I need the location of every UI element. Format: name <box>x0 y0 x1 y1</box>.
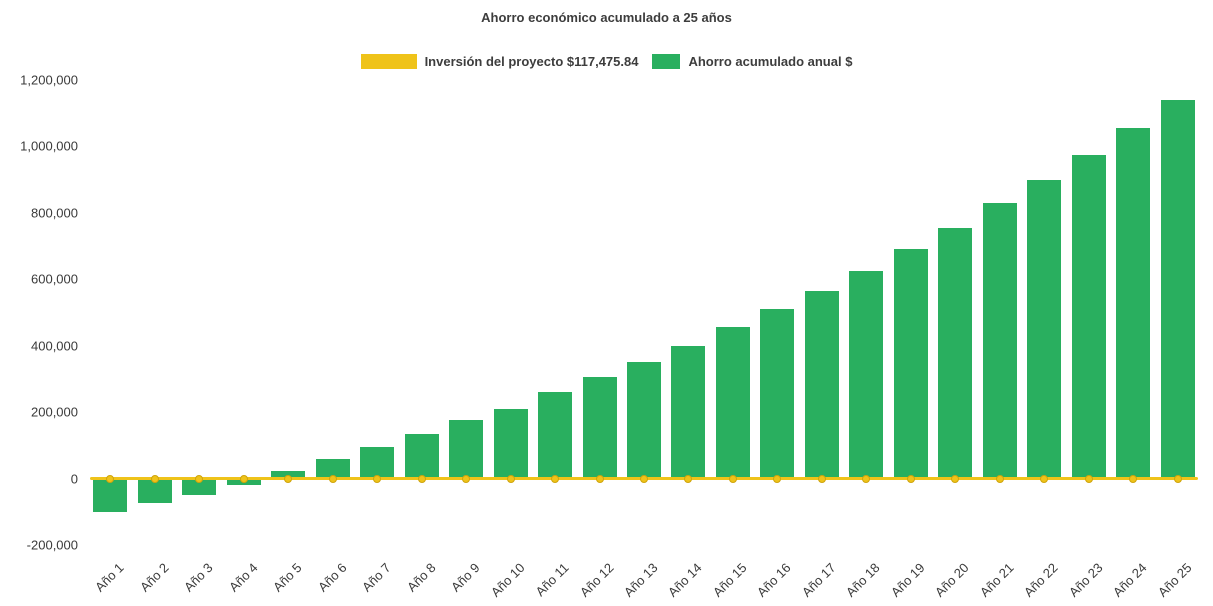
bar-año-13 <box>627 362 661 479</box>
bar-año-9 <box>449 420 484 479</box>
legend-label-investment: Inversión del proyecto $117,475.84 <box>424 54 639 69</box>
chart-title: Ahorro económico acumulado a 25 años <box>481 10 732 25</box>
bar-año-24 <box>1116 128 1151 479</box>
bar-año-7 <box>360 447 395 479</box>
investment-line-point <box>951 474 960 483</box>
investment-line-point <box>462 474 471 483</box>
legend-swatch-investment-line <box>360 54 417 69</box>
legend-item-investment: Inversión del proyecto $117,475.84 <box>360 54 639 69</box>
y-tick-label: -200,000 <box>26 537 78 553</box>
bar-año-22 <box>1027 179 1062 479</box>
bar-año-25 <box>1160 99 1195 479</box>
bar-año-19 <box>893 249 928 479</box>
investment-line-point <box>640 474 648 483</box>
investment-line-point <box>373 474 382 483</box>
investment-line-point <box>284 474 293 483</box>
bar-año-16 <box>760 309 795 479</box>
investment-line-point <box>906 474 915 483</box>
bar-año-11 <box>538 392 573 479</box>
y-tick-label: 1,000,000 <box>20 138 78 154</box>
bar-año-12 <box>582 377 617 479</box>
bar-año-6 <box>315 458 350 479</box>
investment-line-point <box>595 474 604 483</box>
investment-line-point <box>506 474 515 483</box>
bar-año-10 <box>493 408 528 479</box>
investment-line-point <box>106 474 115 483</box>
y-tick-label: 0 <box>70 471 78 487</box>
investment-line-point <box>1173 474 1182 483</box>
bar-año-14 <box>671 345 706 479</box>
investment-line-point <box>995 474 1004 483</box>
bar-año-23 <box>1071 154 1106 479</box>
x-tick-label: Año 1 <box>92 560 127 595</box>
investment-line-point <box>328 474 337 483</box>
investment-line-point <box>773 474 782 483</box>
investment-line-point <box>728 474 737 483</box>
bar-año-18 <box>849 270 884 479</box>
investment-line-point <box>1129 474 1138 483</box>
investment-line-point <box>150 474 159 483</box>
investment-line-point <box>239 474 248 483</box>
investment-line-point <box>1084 474 1093 483</box>
investment-line-point <box>1040 474 1049 483</box>
bar-año-8 <box>404 433 439 479</box>
investment-line-point <box>551 474 560 483</box>
investment-line-point <box>417 474 426 483</box>
investment-line-point <box>862 474 871 483</box>
chart-legend: Inversión del proyecto $117,475.84 Ahorr… <box>0 54 1213 69</box>
y-tick-label: 800,000 <box>31 205 78 221</box>
y-tick-label: 400,000 <box>31 338 78 354</box>
legend-label-savings: Ahorro acumulado anual $ <box>688 54 853 69</box>
y-tick-label: 1,200,000 <box>20 72 78 88</box>
bar-año-21 <box>982 202 1017 479</box>
bar-año-2 <box>137 478 172 504</box>
y-tick-label: 200,000 <box>31 404 78 420</box>
investment-line-point <box>195 474 204 483</box>
bar-año-15 <box>715 327 750 479</box>
bar-año-3 <box>182 478 217 495</box>
bar-año-17 <box>804 290 839 479</box>
investment-line-point <box>817 474 826 483</box>
y-tick-label: 600,000 <box>31 271 78 287</box>
investment-line-point <box>684 474 693 483</box>
bar-año-20 <box>938 227 973 479</box>
legend-item-savings: Ahorro acumulado anual $ <box>652 54 852 69</box>
bar-año-1 <box>93 478 128 512</box>
legend-swatch-savings-bar <box>652 54 681 69</box>
